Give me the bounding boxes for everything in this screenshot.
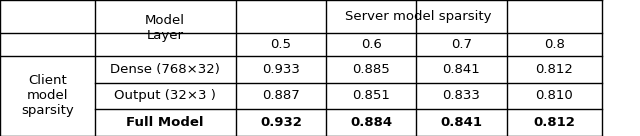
Text: 0.884: 0.884	[350, 116, 392, 129]
Text: Server model sparsity: Server model sparsity	[346, 10, 492, 23]
Text: 0.833: 0.833	[442, 89, 481, 102]
Text: 0.851: 0.851	[352, 89, 390, 102]
Text: 0.887: 0.887	[262, 89, 300, 102]
Text: 0.5: 0.5	[271, 38, 291, 51]
Text: Client
model
sparsity: Client model sparsity	[21, 74, 74, 117]
Text: Output (32×3 ): Output (32×3 )	[114, 89, 216, 102]
Text: 0.841: 0.841	[443, 63, 480, 76]
Text: 0.812: 0.812	[533, 116, 575, 129]
Text: 0.885: 0.885	[353, 63, 390, 76]
Text: 0.812: 0.812	[535, 63, 573, 76]
Text: 0.932: 0.932	[260, 116, 302, 129]
Text: 0.841: 0.841	[440, 116, 483, 129]
Text: Model
Layer: Model Layer	[145, 14, 185, 42]
Text: Full Model: Full Model	[126, 116, 204, 129]
Text: 0.810: 0.810	[536, 89, 573, 102]
Text: 0.6: 0.6	[361, 38, 381, 51]
Text: 0.8: 0.8	[544, 38, 564, 51]
Text: 0.933: 0.933	[262, 63, 300, 76]
Text: 0.7: 0.7	[451, 38, 472, 51]
Text: Dense (768×32): Dense (768×32)	[110, 63, 220, 76]
